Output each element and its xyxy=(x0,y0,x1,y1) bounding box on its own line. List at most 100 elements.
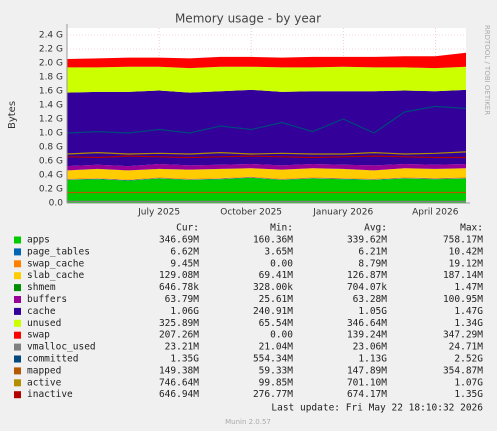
legend-swatch xyxy=(14,379,21,387)
legend-label: shmem xyxy=(27,282,56,293)
area xyxy=(67,164,466,171)
legend-swatch xyxy=(14,355,21,363)
legend-stat: 126.87M xyxy=(347,270,387,281)
legend-stat: 69.41M xyxy=(259,270,294,281)
legend-stat: 23.06M xyxy=(353,342,388,353)
area xyxy=(67,89,466,167)
legend-stat: 701.10M xyxy=(347,377,387,388)
area xyxy=(67,66,466,93)
legend-swatch xyxy=(14,343,21,351)
legend-swatch xyxy=(14,307,21,315)
legend-stat: 187.14M xyxy=(443,270,483,281)
legend-stat: 704.07k xyxy=(347,282,387,293)
legend-stat: 207.26M xyxy=(159,330,199,341)
legend-label: active xyxy=(27,377,62,388)
legend-label: mapped xyxy=(27,365,61,376)
legend-stat: 100.95M xyxy=(443,294,483,305)
legend-stat: 63.28M xyxy=(353,294,388,305)
y-tick-label: 0.2 G xyxy=(39,185,63,195)
legend-stat: 646.94M xyxy=(159,389,199,400)
legend-header: Cur: xyxy=(176,223,199,234)
legend-stat: 129.08M xyxy=(159,270,199,281)
legend-stat: 240.91M xyxy=(253,306,293,317)
legend-swatch xyxy=(14,272,21,280)
legend-label: buffers xyxy=(27,294,67,305)
footer: Munin 2.0.57 xyxy=(225,418,271,426)
legend-label: vmalloc_used xyxy=(27,342,96,353)
legend-label: slab_cache xyxy=(27,270,84,281)
area xyxy=(67,177,466,181)
line xyxy=(66,105,467,134)
side-text: RRDTOOL / TOBI OETIKER xyxy=(483,25,491,115)
axes: 0.0 0.2 G 0.4 G 0.6 G 0.8 G 1.0 G 1.2 G 1.4 G 1.… xyxy=(39,24,470,218)
legend-stat: 354.87M xyxy=(443,365,483,376)
legend-stat: 276.77M xyxy=(253,389,293,400)
x-tick-label: April 2026 xyxy=(412,208,459,218)
y-tick-label: 1.4 G xyxy=(39,101,63,111)
legend-swatch xyxy=(14,367,21,375)
legend-stat: 8.79M xyxy=(358,258,387,269)
legend-header: Avg: xyxy=(364,223,387,234)
chart-title: Memory usage - by year xyxy=(175,12,321,26)
legend-label: unused xyxy=(27,318,61,329)
legend-stat: 59.33M xyxy=(259,365,294,376)
legend-stat: 346.69M xyxy=(159,235,199,246)
legend-stat: 139.24M xyxy=(347,330,387,341)
legend-label: swap xyxy=(27,330,50,341)
lines xyxy=(66,105,467,202)
legend-label: page_tables xyxy=(27,246,90,257)
legend-swatch xyxy=(14,236,21,244)
legend-stat: 325.89M xyxy=(159,318,199,329)
legend-stat: 758.17M xyxy=(443,235,483,246)
legend-stat: 674.17M xyxy=(347,389,387,400)
legend-stat: 328.00k xyxy=(253,282,293,293)
legend-swatch xyxy=(14,391,21,399)
legend-stat: 6.62M xyxy=(170,246,199,257)
last-update: Last update: Fri May 22 18:10:32 2026 xyxy=(271,403,483,414)
legend-swatch xyxy=(14,284,21,292)
legend-swatch xyxy=(14,296,21,303)
area xyxy=(67,52,466,69)
y-tick-label: 0.4 G xyxy=(39,171,63,181)
x-tick-label: October 2025 xyxy=(220,208,282,218)
legend-stat: 3.65M xyxy=(264,246,293,257)
y-tick-label: 1.6 G xyxy=(39,87,63,97)
legend-header: Max: xyxy=(460,223,483,234)
y-tick-label: 0.6 G xyxy=(39,157,63,167)
legend-stat: 19.12M xyxy=(449,258,484,269)
legend-label: cache xyxy=(27,306,56,317)
legend-label: inactive xyxy=(27,389,73,400)
legend-label: committed xyxy=(27,354,78,365)
legend-label: swap_cache xyxy=(27,258,84,269)
y-axis-label: Bytes xyxy=(7,101,18,129)
legend-stat: 0.00 xyxy=(270,258,293,269)
legend-swatch xyxy=(14,248,21,256)
y-tick-label: 1.2 G xyxy=(39,115,63,125)
y-tick-label: 2.0 G xyxy=(39,59,63,69)
y-tick-label: 2.2 G xyxy=(39,45,63,55)
y-tick-label: 1.8 G xyxy=(39,73,63,83)
legend-stat: 646.78k xyxy=(159,282,199,293)
legend-stat: 1.07G xyxy=(454,377,483,388)
legend-stat: 1.06G xyxy=(170,306,199,317)
y-tick-label: 2.4 G xyxy=(39,31,63,41)
legend-stat: 99.85M xyxy=(259,377,294,388)
legend-stat: 149.38M xyxy=(159,365,199,376)
legend-stat: 0.00 xyxy=(270,330,293,341)
y-tick-label: 0.8 G xyxy=(39,143,63,153)
x-tick-label: January 2026 xyxy=(312,208,373,218)
legend-stat: 147.89M xyxy=(347,365,387,376)
legend-stat: 1.35G xyxy=(170,354,199,365)
legend-stat: 63.79M xyxy=(165,294,200,305)
legend-stat: 25.61M xyxy=(259,294,294,305)
legend-stat: 2.52G xyxy=(454,354,483,365)
line xyxy=(66,155,466,159)
legend-stat: 554.34M xyxy=(253,354,293,365)
area xyxy=(67,176,466,181)
legend-stat: 6.21M xyxy=(358,246,387,257)
area xyxy=(67,177,466,203)
y-tick-label: 0.0 xyxy=(49,199,64,209)
legend-stat: 1.13G xyxy=(358,354,387,365)
legend-stat: 339.62M xyxy=(347,235,387,246)
